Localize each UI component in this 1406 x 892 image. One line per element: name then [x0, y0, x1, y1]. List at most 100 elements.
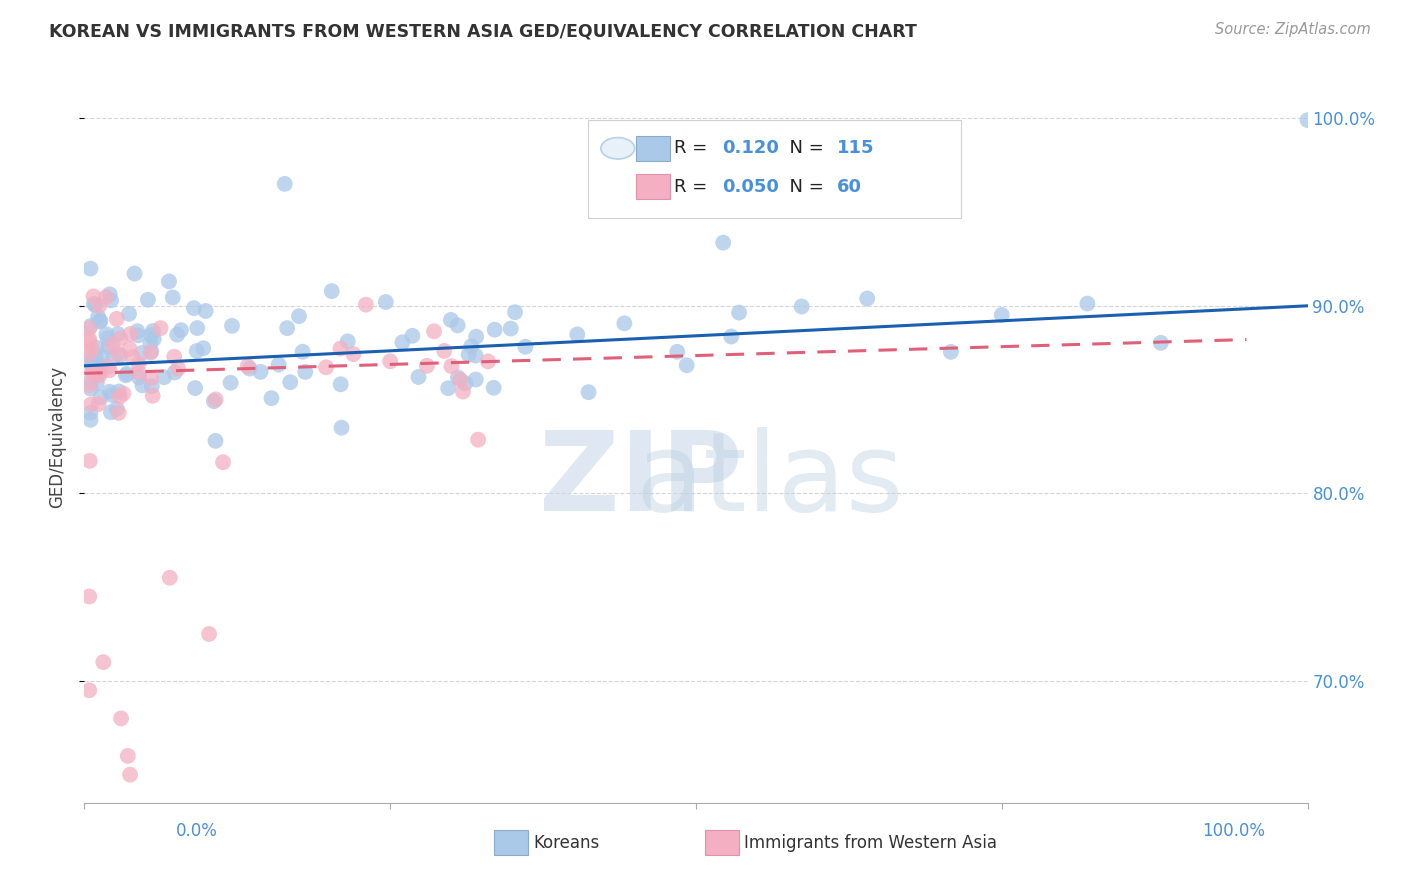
Point — [515, 340, 537, 354]
Point — [457, 347, 479, 361]
Point — [79, 375, 101, 389]
Point — [465, 329, 488, 343]
Point — [790, 300, 813, 314]
Point — [89, 314, 111, 328]
Point — [186, 343, 208, 358]
Point — [482, 381, 505, 395]
Point — [131, 378, 153, 392]
Point — [139, 336, 162, 351]
Point — [499, 321, 522, 335]
Point — [1296, 113, 1319, 128]
Point — [82, 289, 104, 303]
Point — [112, 386, 135, 401]
Point — [105, 401, 128, 416]
Point — [79, 413, 101, 427]
Text: 0.0%: 0.0% — [176, 822, 218, 840]
Point — [79, 382, 101, 396]
Point — [157, 274, 180, 288]
Point — [274, 177, 297, 191]
Point — [464, 372, 486, 386]
Point — [194, 304, 217, 318]
Point — [567, 327, 589, 342]
Point — [79, 355, 101, 369]
Point — [131, 346, 153, 360]
Point — [87, 358, 110, 372]
Point — [118, 342, 141, 356]
Point — [374, 295, 396, 310]
Point — [315, 360, 337, 375]
Point — [212, 455, 235, 469]
Text: Immigrants from Western Asia: Immigrants from Western Asia — [745, 834, 997, 852]
Point — [666, 344, 689, 359]
Point — [249, 365, 271, 379]
Point — [77, 332, 100, 346]
Point — [141, 379, 163, 393]
Text: 60: 60 — [837, 178, 862, 195]
Point — [103, 351, 125, 366]
Point — [89, 299, 111, 313]
Point — [321, 284, 343, 298]
Point — [80, 359, 103, 373]
Point — [675, 358, 697, 372]
Point — [91, 655, 114, 669]
Point — [79, 261, 101, 276]
Point — [83, 366, 105, 380]
Point — [128, 370, 150, 384]
Point — [1076, 296, 1098, 310]
Point — [329, 377, 352, 392]
Point — [464, 349, 486, 363]
Point — [613, 316, 636, 330]
Point — [477, 354, 499, 368]
Point — [728, 305, 751, 319]
Point — [139, 371, 162, 385]
Point — [484, 323, 506, 337]
Point — [416, 359, 439, 373]
Point — [120, 326, 142, 341]
Point — [204, 392, 226, 407]
Point — [991, 308, 1014, 322]
Point — [79, 454, 101, 468]
Point — [118, 307, 141, 321]
Text: ZIP: ZIP — [540, 427, 742, 534]
Point — [107, 406, 129, 420]
Point — [98, 384, 121, 399]
Point — [128, 365, 150, 379]
Point — [170, 323, 193, 337]
Point — [856, 292, 879, 306]
Point — [184, 381, 207, 395]
Point — [183, 301, 205, 315]
Point — [80, 397, 103, 411]
Point — [578, 385, 600, 400]
Point — [115, 367, 138, 381]
Point — [460, 339, 482, 353]
Point — [153, 370, 176, 384]
Point — [108, 390, 131, 404]
Point — [96, 327, 118, 342]
Point — [80, 366, 103, 380]
Point — [142, 332, 165, 346]
Text: R =: R = — [673, 178, 718, 195]
Point — [77, 590, 100, 604]
Text: 0.050: 0.050 — [721, 178, 779, 195]
Point — [90, 349, 112, 363]
Point — [219, 376, 242, 390]
Point — [162, 290, 184, 304]
Point — [141, 328, 163, 343]
Point — [267, 358, 290, 372]
Point — [166, 327, 188, 342]
Point — [454, 376, 477, 391]
Point — [89, 314, 111, 328]
Point — [97, 331, 120, 345]
Point — [117, 748, 139, 763]
Point — [89, 368, 111, 383]
Point — [711, 235, 734, 250]
Point — [391, 335, 413, 350]
Point — [107, 347, 129, 361]
Point — [77, 378, 100, 392]
Point — [90, 390, 112, 404]
Point — [202, 394, 225, 409]
Point — [86, 341, 108, 355]
Point — [437, 381, 460, 395]
Point — [87, 310, 110, 324]
Point — [142, 324, 165, 338]
